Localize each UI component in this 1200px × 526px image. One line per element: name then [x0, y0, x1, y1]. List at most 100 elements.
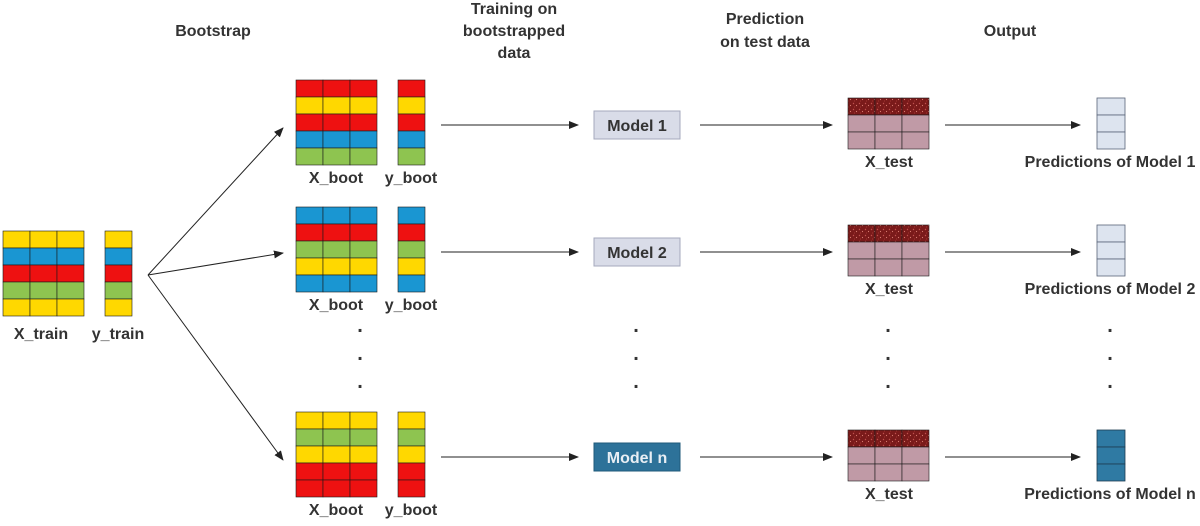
x-boot-cell	[349, 462, 378, 481]
x-train-cell	[56, 264, 85, 283]
y-boot-vector	[397, 79, 426, 166]
x-boot-cell	[322, 79, 351, 98]
svg-text:.: .	[357, 343, 363, 365]
model-label: Model 1	[607, 118, 667, 135]
x-boot-cell	[322, 96, 351, 115]
y-boot-label: y_boot	[385, 297, 438, 314]
x-train-label: X_train	[14, 326, 68, 343]
model-box: Model n	[593, 442, 681, 472]
x-boot-cell	[349, 445, 378, 464]
y-boot-cell	[397, 462, 426, 481]
x-test-cell	[847, 429, 876, 448]
model-label: Model 2	[607, 245, 667, 262]
x-test-cell	[874, 429, 903, 448]
x-boot-cell	[349, 79, 378, 98]
x-boot-cell	[322, 428, 351, 447]
prediction-cell	[1096, 429, 1126, 448]
predictions-label: Predictions of Model n	[1024, 486, 1196, 503]
x-test-cell	[847, 446, 876, 465]
x-boot-cell	[322, 206, 351, 225]
svg-text:.: .	[885, 343, 891, 365]
predictions-vector	[1096, 429, 1126, 482]
x-train-cell	[29, 264, 58, 283]
x-boot-cell	[322, 240, 351, 259]
y-boot-cell	[397, 206, 426, 225]
x-boot-cell	[322, 462, 351, 481]
x-boot-label: X_boot	[309, 502, 364, 519]
svg-text:.: .	[357, 315, 363, 337]
y-boot-cell	[397, 96, 426, 115]
x-test-cell	[901, 114, 930, 133]
model-box: Model 1	[593, 110, 681, 140]
x-test-cell	[847, 224, 876, 243]
x-boot-label: X_boot	[309, 170, 364, 187]
arrow-to-branch-n	[147, 274, 284, 461]
x-train-cell	[29, 247, 58, 266]
y-train-cell	[104, 264, 133, 283]
header-training-line3: data	[498, 45, 531, 62]
y-train-label: y_train	[92, 326, 144, 343]
x-test-cell	[874, 131, 903, 150]
x-boot-cell	[322, 274, 351, 293]
x-test-cell	[847, 258, 876, 277]
x-test-cell	[901, 224, 930, 243]
x-boot-cell	[295, 96, 324, 115]
x-train-cell	[2, 230, 31, 249]
y-boot-cell	[397, 130, 426, 149]
y-boot-cell	[397, 79, 426, 98]
y-boot-cell	[397, 479, 426, 498]
x-test-cell	[847, 131, 876, 150]
x-boot-cell	[322, 411, 351, 430]
branch-1: X_boot y_boot Model 1 X_test Predictions of …	[295, 79, 1196, 187]
x-test-cell	[847, 463, 876, 482]
branches: X_boot y_boot Model 1 X_test Predictions of …	[295, 79, 1196, 519]
branch-3: X_boot y_boot Model n X_test Predictions of …	[295, 411, 1196, 519]
y-train-cell	[104, 281, 133, 300]
x-boot-cell	[295, 79, 324, 98]
y-boot-cell	[397, 147, 426, 166]
x-boot-matrix	[295, 411, 378, 498]
x-train-cell	[2, 247, 31, 266]
prediction-cell	[1096, 463, 1126, 482]
y-train-cell	[104, 298, 133, 317]
x-test-cell	[901, 241, 930, 260]
y-train-cell	[104, 230, 133, 249]
model-box-bg	[593, 442, 681, 472]
x-test-cell	[847, 241, 876, 260]
x-boot-cell	[349, 428, 378, 447]
x-train-cell	[2, 281, 31, 300]
x-test-cell	[874, 241, 903, 260]
prediction-cell	[1096, 446, 1126, 465]
y-train-cell	[104, 247, 133, 266]
x-train-cell	[56, 230, 85, 249]
svg-text:.: .	[885, 315, 891, 337]
x-boot-cell	[295, 274, 324, 293]
y-boot-cell	[397, 113, 426, 132]
x-boot-cell	[295, 479, 324, 498]
y-boot-cell	[397, 257, 426, 276]
x-boot-matrix	[295, 206, 378, 293]
predictions-label: Predictions of Model 1	[1025, 154, 1196, 171]
x-boot-label: X_boot	[309, 297, 364, 314]
y-boot-cell	[397, 240, 426, 259]
x-boot-cell	[349, 206, 378, 225]
x-test-cell	[874, 258, 903, 277]
header-prediction-line2: on test data	[720, 34, 810, 51]
x-boot-cell	[322, 130, 351, 149]
x-train-cell	[56, 281, 85, 300]
x-train-cell	[29, 281, 58, 300]
x-boot-matrix	[295, 79, 378, 166]
prediction-cell	[1096, 97, 1126, 116]
x-boot-cell	[295, 223, 324, 242]
x-boot-cell	[349, 130, 378, 149]
x-boot-cell	[349, 113, 378, 132]
x-test-matrix	[847, 429, 930, 482]
x-boot-cell	[295, 113, 324, 132]
x-train-cell	[29, 298, 58, 317]
predictions-vector	[1096, 224, 1126, 277]
svg-text:.: .	[885, 371, 891, 393]
model-label: Model n	[607, 450, 667, 467]
x-test-cell	[901, 446, 930, 465]
